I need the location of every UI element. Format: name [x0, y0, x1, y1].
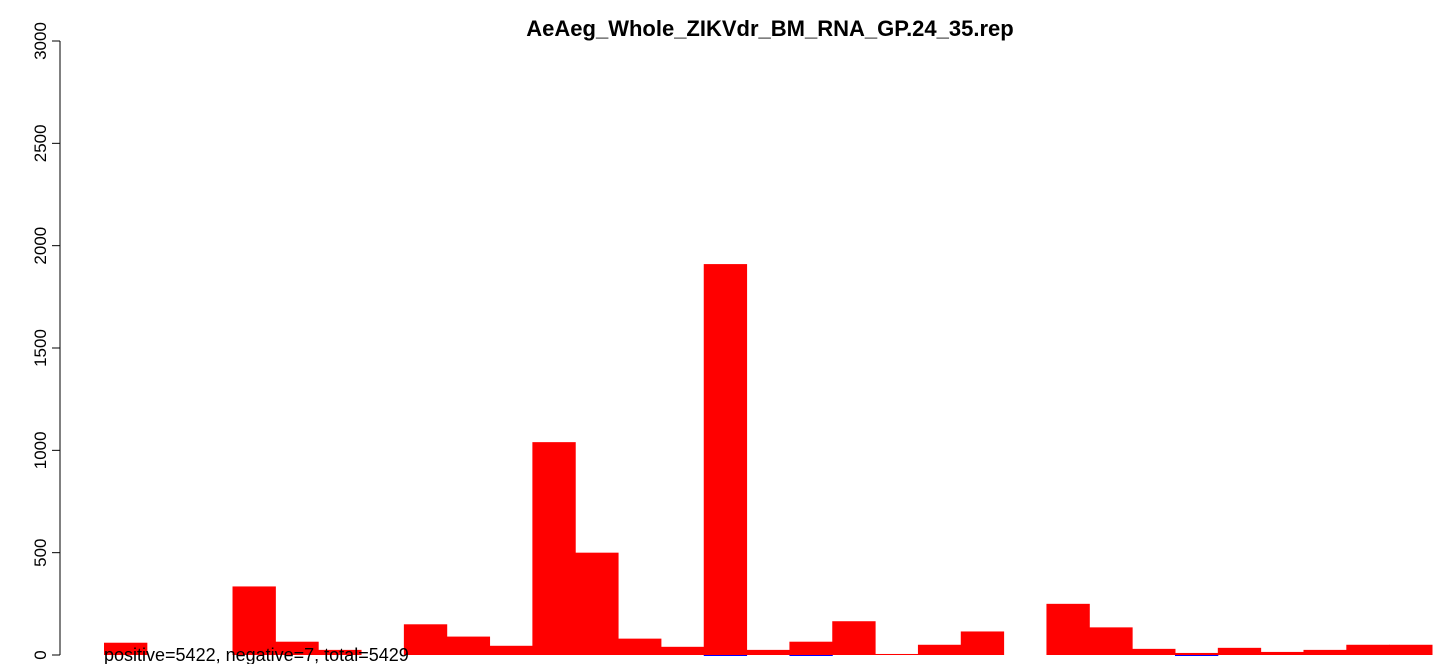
y-tick-label: 500 [31, 538, 50, 566]
positive-bar [789, 641, 833, 655]
y-tick-label: 1500 [31, 329, 50, 367]
positive-bar [1046, 603, 1090, 655]
negative-bar [789, 655, 833, 656]
positive-bars [104, 264, 1433, 655]
positive-bar [875, 653, 919, 655]
y-tick-label: 0 [31, 650, 50, 659]
positive-bar [917, 644, 962, 655]
positive-bar [318, 649, 362, 655]
y-tick-label: 2000 [31, 227, 50, 265]
positive-bar [232, 586, 276, 655]
positive-bar [575, 552, 619, 655]
positive-bar [1303, 649, 1347, 655]
positive-bar [1260, 651, 1304, 655]
y-tick-label: 3000 [31, 22, 50, 60]
positive-bar [275, 641, 319, 655]
count-annotation: positive=5422, negative=7, total=5429 [104, 645, 409, 664]
positive-bar [1389, 644, 1433, 655]
positive-bar [960, 631, 1005, 655]
y-tick-label: 2500 [31, 124, 50, 162]
positive-bar [104, 642, 148, 655]
y-tick-label: 1000 [31, 431, 50, 469]
positive-bar [489, 645, 533, 655]
chart-title: AeAeg_Whole_ZIKVdr_BM_RNA_GP.24_35.rep [526, 16, 1013, 41]
positive-bar [703, 264, 748, 655]
positive-bar [832, 621, 876, 655]
positive-bar [532, 442, 576, 655]
positive-bar [446, 636, 491, 655]
positive-bar [1174, 652, 1219, 655]
positive-bar [403, 624, 448, 655]
positive-bar [1089, 627, 1133, 655]
negative-bar [703, 655, 748, 656]
y-axis: 0 500 1000 1500 2000 2500 3000 [31, 22, 61, 660]
positive-bar [1132, 648, 1176, 655]
positive-bar [746, 649, 790, 655]
positive-bar [1346, 644, 1390, 655]
negative-bars [703, 655, 1219, 656]
positive-bar [618, 638, 662, 655]
positive-bar [660, 646, 705, 655]
negative-bar [1174, 655, 1219, 656]
positive-bar [1217, 647, 1262, 655]
